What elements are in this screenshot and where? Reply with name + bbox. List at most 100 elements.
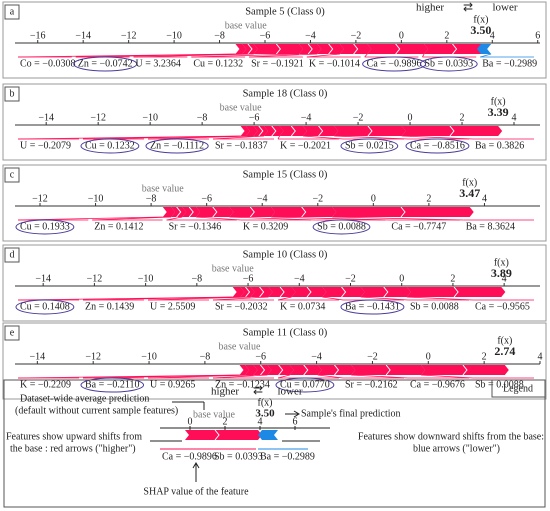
- highlight-circle: [340, 138, 399, 154]
- x-tick-label: 2: [460, 112, 465, 123]
- connector: [480, 53, 492, 58]
- panel-letter: a: [10, 6, 15, 17]
- x-tick-label: −8: [146, 193, 157, 204]
- panel-frame: [2, 244, 547, 322]
- shap-segment: [182, 207, 201, 217]
- x-tick-label: −10: [88, 193, 104, 204]
- connector: [212, 135, 265, 140]
- connector: [191, 53, 300, 58]
- connector: [147, 296, 251, 301]
- feature-label: Sr = −0.1921: [251, 58, 304, 69]
- legend-text: Sample's final prediction: [301, 408, 401, 419]
- chevron: [301, 206, 307, 218]
- connector: [302, 135, 344, 140]
- feature-label: Ba = −0.1431: [345, 301, 400, 312]
- connector: [277, 135, 280, 140]
- x-tick-label: −2: [345, 273, 356, 284]
- legend-text: the base : red arrows ("higher"): [10, 443, 136, 454]
- chevron: [334, 364, 340, 376]
- feature-label: K = −0.1014: [309, 58, 360, 69]
- chevron: [385, 364, 391, 376]
- feature-label: Ca = −0.9565: [475, 301, 530, 312]
- feature-label: Ba = 8.3624: [466, 221, 515, 232]
- shap-segment: [253, 365, 272, 375]
- feature-label: U = −0.2079: [20, 140, 71, 151]
- shap-segment: [242, 44, 258, 54]
- fx-value: 3.47: [459, 186, 480, 200]
- x-tick-label: 4: [538, 351, 543, 362]
- legend-tick-label: 4: [258, 416, 263, 427]
- letter-box: [4, 325, 20, 341]
- highlight-circle: [15, 299, 75, 315]
- highlight-circle: [15, 219, 75, 235]
- panel-frame: [2, 83, 547, 161]
- x-tick-label: 0: [399, 273, 404, 284]
- connector: [421, 374, 474, 379]
- connector: [133, 53, 254, 58]
- legend-lower: lower: [277, 386, 302, 398]
- feature-label: Zn = −0.1112: [150, 140, 204, 151]
- connector: [82, 374, 246, 379]
- shap-segment: [171, 207, 187, 217]
- legend-fx-name: f(x): [258, 397, 273, 408]
- shap-segment: [229, 207, 276, 217]
- force-plot: c Sample 15 (Class 0) −12 −10 −8 −6 −4 −2 0 2 4 bas…: [2, 164, 547, 242]
- chevron: [247, 43, 253, 55]
- feature-label: Co = −0.0308: [20, 58, 75, 69]
- letter-box: [4, 86, 20, 102]
- chart-title: Sample 11 (Class 0): [243, 327, 328, 338]
- chevron: [318, 125, 324, 137]
- feature-label: Zn = 0.1439: [85, 301, 134, 312]
- feature-label: Sb = 0.0088: [475, 379, 524, 390]
- x-tick-label: −6: [249, 112, 260, 123]
- panels: a Sample 5 (Class 0) −16 −14 −12 −10 −8 −6 −4 −2 0…: [2, 1, 547, 400]
- connector: [277, 296, 292, 301]
- chevron: [307, 43, 313, 55]
- highlight-circle: [145, 138, 209, 154]
- x-tick-label: −12: [85, 351, 101, 362]
- shap-segment: [253, 44, 304, 54]
- shap-segment: [401, 126, 503, 136]
- x-tick-label: −4: [305, 30, 316, 41]
- highlight-circle: [275, 377, 335, 393]
- feature-label: Cu = 0.0770: [280, 379, 330, 390]
- connector: [406, 296, 474, 301]
- chevron: [275, 43, 282, 55]
- x-tick-label: −12: [90, 112, 106, 123]
- feature-label: Sb = 0.0215: [345, 140, 394, 151]
- shap-segment: [245, 365, 258, 375]
- connector: [82, 135, 246, 140]
- fx-value: 3.39: [488, 105, 509, 119]
- fx-name: f(x): [462, 177, 477, 188]
- fx-name: f(x): [497, 335, 512, 346]
- x-tick-label: 4: [490, 30, 495, 41]
- connector: [249, 53, 318, 58]
- chevron: [400, 206, 406, 218]
- shap-segment: [322, 287, 365, 297]
- shap-segment: [302, 126, 339, 136]
- x-tick-label: −2: [312, 193, 323, 204]
- panel-frame: [2, 1, 547, 79]
- connector: [277, 374, 290, 379]
- fx-name: f(x): [494, 257, 509, 268]
- connector: [360, 296, 409, 301]
- chevron: [367, 125, 373, 137]
- shap-segment: [263, 126, 284, 136]
- fx-value: 3.89: [491, 266, 512, 280]
- x-tick-label: 2: [482, 351, 487, 362]
- chevron: [214, 429, 220, 441]
- shap-segment: [240, 287, 255, 297]
- chevron: [245, 286, 251, 298]
- x-tick-label: −4: [294, 273, 305, 284]
- connector: [332, 216, 464, 221]
- shap-segment: [340, 44, 372, 54]
- direction-arrow: ⇄: [463, 0, 473, 14]
- x-tick-label: −12: [121, 30, 137, 41]
- force-plot: e Sample 11 (Class 0) −14 −12 −10 −8 −6 −4 −2 0 2 4…: [2, 322, 547, 400]
- shap-segment: [271, 207, 337, 217]
- shap-segment: [289, 365, 322, 375]
- fx-name: f(x): [491, 96, 506, 107]
- feature-label: Zn = −0.1234: [215, 379, 270, 390]
- feature-label: Sr = −0.2162: [345, 379, 398, 390]
- chevron: [462, 364, 468, 376]
